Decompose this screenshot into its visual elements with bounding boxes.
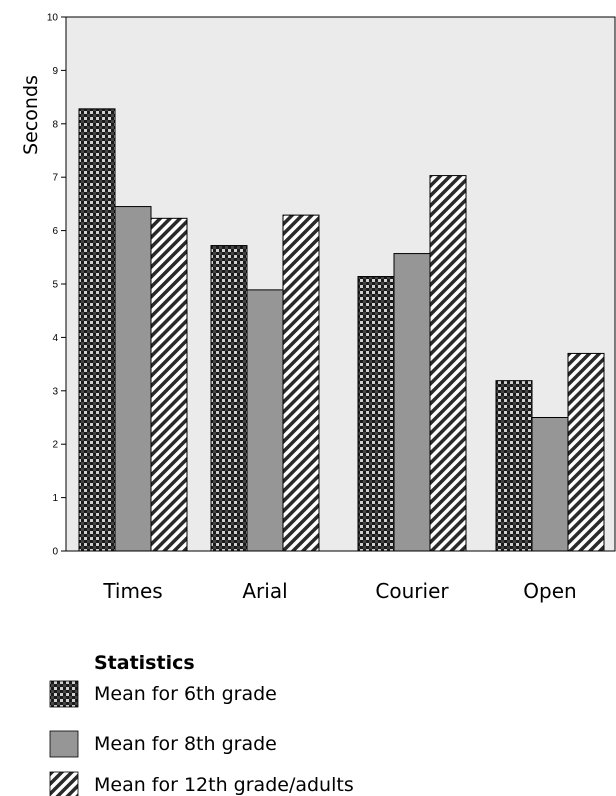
y-tick-label: 0 [52,547,58,558]
legend-swatch [49,771,79,796]
legend-item-label: Mean for 6th grade [94,683,277,705]
legend-item-label: Mean for 8th grade [94,733,277,755]
x-category-label: Arial [242,579,287,603]
y-axis-label: Seconds [20,75,42,155]
bar [114,206,152,552]
legend: Statistics Mean for 6th grade Mean for 8t… [49,652,354,796]
legend-swatch [49,680,79,708]
y-tick-label: 5 [52,280,58,291]
legend-title: Statistics [94,652,195,674]
y-tick-label: 9 [52,66,58,77]
y-tick-label: 8 [52,119,58,130]
bar [246,289,284,552]
bar [429,175,467,552]
bar [495,380,533,552]
y-tick-label: 4 [52,333,58,344]
bar [282,214,320,552]
bars [78,108,605,552]
bar [357,276,395,552]
bar [567,352,605,552]
bar [150,217,188,552]
y-tick-label: 10 [47,13,59,24]
y-axis: 0 1 2 3 4 5 6 7 8 9 10 [47,13,66,558]
y-tick-label: 6 [52,226,58,237]
bar [78,108,116,552]
x-category-label: Open [523,579,576,603]
legend-item-label: Mean for 12th grade/adults [94,774,354,796]
y-tick-label: 7 [52,173,58,184]
x-category-label: Times [102,579,162,603]
bar [531,417,569,552]
bar [393,253,431,552]
legend-swatch [49,730,79,758]
y-tick-label: 3 [52,386,58,397]
x-axis: Times Arial Courier Open [102,579,576,603]
x-category-label: Courier [375,579,449,603]
bar [210,245,248,552]
y-tick-label: 1 [52,493,58,504]
y-tick-label: 2 [52,440,58,451]
